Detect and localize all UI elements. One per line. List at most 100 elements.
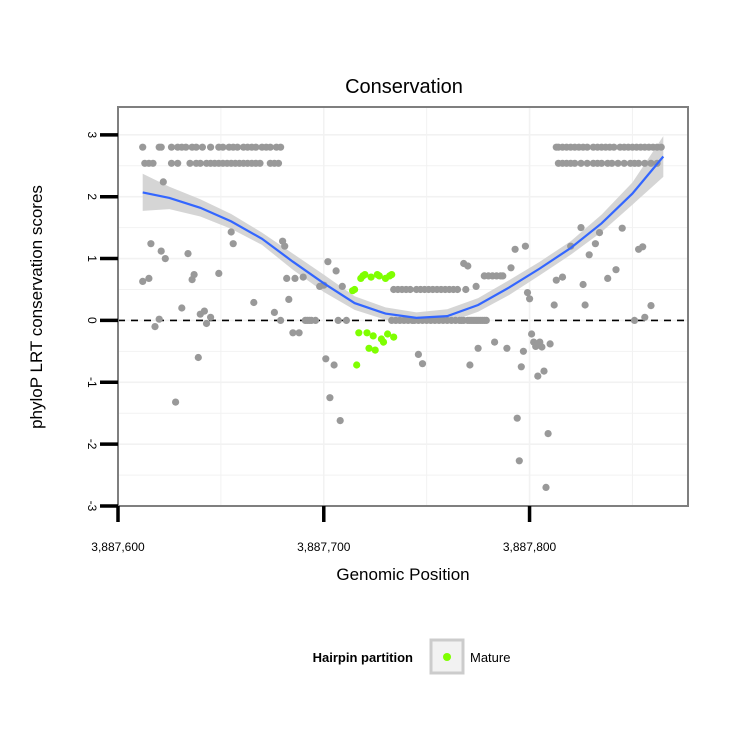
data-point <box>414 350 422 358</box>
legend: Hairpin partition Mature <box>313 638 510 675</box>
data-point <box>338 282 346 290</box>
data-point <box>157 247 165 255</box>
data-point <box>145 274 153 282</box>
data-point <box>577 159 585 167</box>
data-point <box>200 307 208 315</box>
data-point <box>192 143 200 151</box>
data-point <box>178 304 186 312</box>
data-point <box>591 240 600 248</box>
data-point <box>462 285 470 294</box>
data-point <box>155 315 163 323</box>
data-point <box>552 276 560 284</box>
data-point-mature <box>384 330 392 338</box>
data-point-mature <box>379 338 388 346</box>
data-point <box>523 289 532 297</box>
legend-label-mature: Mature <box>470 650 510 665</box>
y-tick-label: 3 <box>85 131 99 138</box>
data-point <box>233 143 241 151</box>
data-point <box>657 143 665 151</box>
data-point <box>583 143 591 151</box>
data-point <box>550 301 558 309</box>
data-point-mature <box>355 329 363 337</box>
data-point <box>147 240 155 248</box>
data-point <box>215 269 223 277</box>
y-tick-label: 0 <box>85 317 99 324</box>
x-tick-label: 3,887,700 <box>297 540 351 554</box>
x-tick-label: 3,887,600 <box>91 540 145 554</box>
data-point <box>274 159 283 167</box>
data-point <box>534 372 542 380</box>
data-point <box>149 159 157 167</box>
data-point-mature <box>390 333 398 341</box>
data-point <box>614 159 622 167</box>
data-point <box>139 277 147 285</box>
data-point-mature <box>367 273 375 281</box>
data-point <box>598 159 606 167</box>
y-tick-label: -1 <box>85 377 99 388</box>
data-point <box>229 240 237 248</box>
data-point <box>474 344 482 352</box>
data-point <box>515 457 523 465</box>
data-point <box>546 340 554 348</box>
data-point <box>285 295 293 303</box>
data-point <box>538 343 546 351</box>
data-point <box>610 143 618 151</box>
data-point <box>139 143 147 151</box>
y-tick-label: -3 <box>85 501 99 512</box>
data-point <box>281 242 289 250</box>
data-point <box>198 143 206 151</box>
data-point <box>540 367 548 375</box>
data-point <box>174 159 182 167</box>
data-point <box>342 316 350 324</box>
data-point <box>406 285 414 294</box>
data-point <box>608 159 616 167</box>
data-point <box>252 143 260 151</box>
confidence-band <box>142 136 664 324</box>
data-point <box>595 229 604 237</box>
data-point <box>482 316 490 324</box>
data-point <box>635 159 643 167</box>
data-point-mature <box>369 332 377 340</box>
data-point <box>256 159 264 167</box>
data-point <box>491 338 499 346</box>
data-point <box>196 159 204 167</box>
data-point <box>647 302 655 310</box>
data-point <box>157 143 165 151</box>
data-point <box>503 344 511 352</box>
legend-title: Hairpin partition <box>313 650 413 665</box>
data-point <box>418 360 427 368</box>
data-point-mature <box>388 271 396 279</box>
data-point-mature <box>361 271 369 279</box>
data-point <box>511 245 519 253</box>
data-point <box>519 347 528 355</box>
data-point <box>266 143 274 151</box>
data-point <box>577 224 585 232</box>
data-point <box>219 143 227 151</box>
data-point <box>322 355 330 363</box>
data-point <box>270 308 278 316</box>
data-point <box>159 178 167 186</box>
data-point <box>330 361 338 369</box>
data-point <box>528 330 536 338</box>
plot-panel <box>117 106 689 507</box>
data-point <box>227 228 235 236</box>
data-point <box>604 274 612 282</box>
data-point <box>161 255 169 263</box>
data-point-mature <box>365 344 373 352</box>
data-point <box>542 483 550 491</box>
data-point <box>583 159 591 167</box>
data-point <box>521 242 530 250</box>
data-point <box>295 329 303 337</box>
data-point <box>618 224 626 232</box>
data-point <box>167 143 176 151</box>
data-point-mature <box>351 285 359 294</box>
data-points <box>139 143 665 491</box>
y-axis-title: phyloP LRT conservation scores <box>27 185 46 429</box>
y-tick-label: 2 <box>85 193 99 200</box>
data-point <box>513 414 521 422</box>
data-point <box>571 159 579 167</box>
data-point <box>186 159 194 167</box>
data-point <box>579 280 587 289</box>
data-point <box>499 272 507 280</box>
data-point-mature <box>371 346 379 354</box>
